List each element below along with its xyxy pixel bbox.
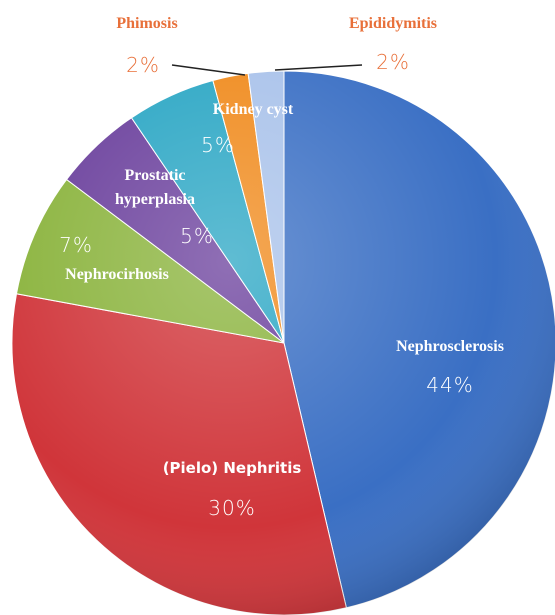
slice-label: Prostatic hyperplasia	[114, 167, 195, 208]
slice-label: Nephrosclerosis	[396, 338, 504, 355]
leader-line	[171, 64, 246, 76]
slice-label: (Pielo) Nephritis	[162, 459, 302, 477]
leader-line	[274, 64, 363, 71]
value-label: 30%	[208, 496, 256, 520]
slice-label: Kidney cyst	[212, 101, 294, 118]
value-label: 5%	[201, 133, 235, 157]
value-label: 5%	[180, 224, 214, 248]
value-label: 44%	[426, 373, 474, 397]
value-label: 2%	[376, 50, 410, 74]
slice-label: Nephrocirhosis	[65, 266, 169, 283]
slice-label: Epididymitis	[348, 15, 438, 32]
value-label: 2%	[126, 53, 160, 77]
slice-label: Phimosis	[116, 15, 178, 32]
value-label: 7%	[59, 233, 93, 257]
